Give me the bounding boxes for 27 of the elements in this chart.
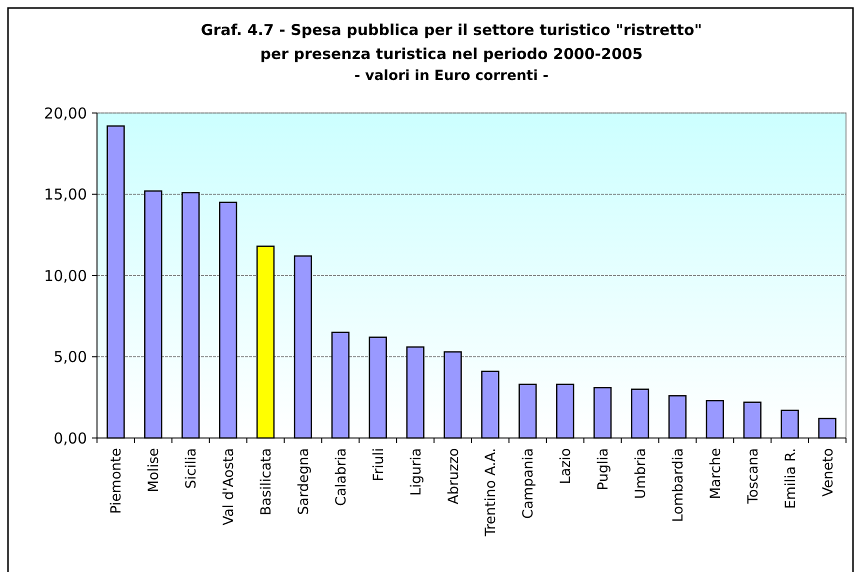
y-tick-label: 20,00 bbox=[44, 104, 87, 122]
x-tick-label: Puglia bbox=[596, 448, 612, 490]
x-tick-label: Friuli bbox=[370, 448, 387, 482]
x-tick-label: Sicilia bbox=[184, 448, 200, 489]
x-tick-label: Abruzzo bbox=[446, 448, 462, 504]
y-tick-label: 0,00 bbox=[54, 429, 87, 448]
x-tick-label: Umbria bbox=[633, 448, 650, 499]
x-tick-label: Campania bbox=[520, 448, 537, 519]
x-tick-label: Liguria bbox=[408, 448, 424, 496]
x-tick-label: Marche bbox=[708, 448, 724, 500]
x-tick-label: Lazio bbox=[558, 448, 574, 484]
x-tick-label: Sardegna bbox=[296, 448, 312, 515]
x-tick-label: Basilicata bbox=[258, 448, 275, 516]
x-tick-label: Toscana bbox=[745, 448, 762, 505]
x-tick-label: Veneto bbox=[820, 448, 836, 497]
chart-title: Graf. 4.7 - Spesa pubblica per il settore turistico "ristretto" per presenza turistica nel periodo 2000-2005 bbox=[200, 21, 702, 63]
x-tick-label: Emilia R. bbox=[782, 448, 799, 509]
x-tick-label: Calabria bbox=[333, 448, 350, 506]
chart-subtitle: - valori in Euro correnti - bbox=[354, 68, 549, 84]
y-tick-label: 15,00 bbox=[44, 186, 87, 204]
x-tick-label: Molise bbox=[146, 448, 162, 492]
x-tick-label: Val d'Aosta bbox=[221, 448, 238, 526]
y-tick-label: 5,00 bbox=[54, 348, 87, 366]
x-tick-label: Piemonte bbox=[108, 448, 125, 514]
y-tick-label: 10,00 bbox=[44, 266, 87, 285]
x-tick-label: Lombardia bbox=[670, 448, 686, 522]
x-tick-label: Trentino A.A. bbox=[483, 448, 500, 538]
